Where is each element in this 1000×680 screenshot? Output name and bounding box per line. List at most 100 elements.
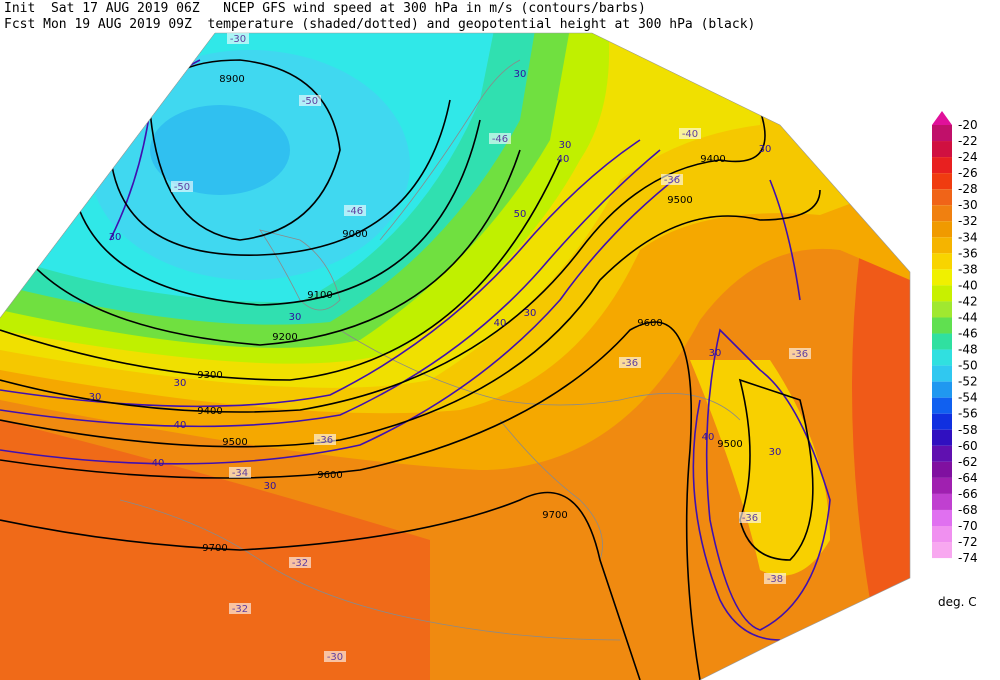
- height-label: 9500: [222, 437, 247, 448]
- height-label: 9100: [307, 290, 332, 301]
- colorbar-label: -22: [958, 134, 978, 148]
- height-label: 8900: [219, 74, 244, 85]
- height-contour: [19, 149, 521, 346]
- wind-label: 40: [702, 432, 715, 443]
- temperature-label-box: [171, 181, 193, 192]
- shading: [150, 105, 290, 195]
- colorbar-box: [932, 237, 952, 254]
- colorbar-box: [932, 269, 952, 286]
- height-label: 9400: [700, 154, 725, 165]
- height-contours: [0, 59, 821, 680]
- wind-contour: [0, 139, 641, 408]
- header-line: Init Sat 17 AUG 2019 06Z NCEP GFS wind s…: [4, 1, 646, 16]
- temperature-label-box: [789, 348, 811, 359]
- wind-label: 40: [174, 420, 187, 431]
- height-contour: [0, 109, 766, 413]
- wind-contour: [705, 328, 831, 631]
- wind-label: 30: [109, 232, 122, 243]
- colorbar-label: -54: [958, 391, 978, 405]
- colorbar-label: -58: [958, 423, 978, 437]
- temperature-label: -38: [767, 574, 783, 585]
- wind-label: 30: [559, 140, 572, 151]
- height-contour: [68, 119, 481, 306]
- height-contour: [0, 159, 561, 381]
- wind-label: 40: [494, 318, 507, 329]
- coastline: [339, 329, 741, 421]
- colorbar-label: -26: [958, 166, 978, 180]
- temperature-label-box: [489, 133, 511, 144]
- wind-contours: [0, 59, 831, 641]
- colorbar-box: [932, 493, 952, 510]
- temperature-label-box: [679, 128, 701, 139]
- colorbar-label: -32: [958, 214, 978, 228]
- wind-label: 30: [89, 392, 102, 403]
- wind-label: 30: [524, 308, 537, 319]
- colorbar: -20 -22 -24 -26 -28 -30 -32 -34 -36 -38 -40 -42 -44 -…: [932, 111, 978, 609]
- height-contour: [738, 378, 814, 561]
- coastline: [259, 229, 341, 311]
- coastline: [119, 499, 621, 641]
- wind-label: 30: [289, 312, 302, 323]
- colorbar-box: [932, 477, 952, 494]
- wind-label: 30: [759, 144, 772, 155]
- colorbar-box: [932, 253, 952, 270]
- temperature-label-box: [229, 603, 251, 614]
- colorbar-box: [932, 141, 952, 158]
- height-label: 9500: [717, 439, 742, 450]
- temperature-label-box: [344, 205, 366, 216]
- height-label: 9500: [667, 195, 692, 206]
- colorbar-label: -24: [958, 150, 978, 164]
- temperature-label-box: [619, 357, 641, 368]
- temperature-label: -30: [230, 34, 246, 45]
- height-contour: [0, 189, 821, 448]
- colorbar-box: [932, 526, 952, 543]
- map-border: [0, 32, 911, 680]
- map-labels: 8900 9000 9100 9200 9300 9400 9500 9600 9700 9700…: [89, 33, 811, 663]
- colorbar-box: [932, 445, 952, 462]
- colorbar-label: -34: [958, 230, 978, 244]
- colorbar-box: [932, 461, 952, 478]
- colorbar-label: -28: [958, 182, 978, 196]
- coastline: [379, 59, 521, 241]
- temperature-label: -32: [232, 604, 248, 615]
- colorbar-box: [932, 205, 952, 222]
- coastlines: [119, 59, 741, 641]
- temperature-label: -36: [742, 513, 758, 524]
- height-label: 9000: [342, 229, 367, 240]
- colorbar-label: -72: [958, 535, 978, 549]
- colorbar-label: -64: [958, 471, 978, 485]
- temperature-label-box: [314, 434, 336, 445]
- temperature-label: -36: [792, 349, 808, 360]
- colorbar-box: [932, 333, 952, 350]
- temperature-label: -50: [302, 96, 318, 107]
- colorbar-label: -42: [958, 294, 978, 308]
- wind-label: 30: [174, 378, 187, 389]
- wind-contour: [0, 174, 681, 465]
- colorbar-box: [932, 157, 952, 174]
- colorbar-label: -62: [958, 455, 978, 469]
- colorbar-label: -44: [958, 310, 978, 324]
- colorbar-label: -50: [958, 359, 978, 373]
- colorbar-cap: [932, 111, 952, 125]
- colorbar-box: [932, 397, 952, 414]
- height-contour: [149, 59, 341, 241]
- colorbar-label: -40: [958, 278, 978, 292]
- temperature-label-box: [289, 557, 311, 568]
- temperature-label: -46: [492, 134, 508, 145]
- colorbar-box: [932, 189, 952, 206]
- colorbar-box: [932, 317, 952, 334]
- height-label: 9700: [202, 543, 227, 554]
- temperature-label-box: [764, 573, 786, 584]
- height-contour: [0, 321, 701, 680]
- colorbar-box: [932, 381, 952, 398]
- height-label: 9200: [272, 332, 297, 343]
- colorbar-box: [932, 125, 952, 142]
- temperature-label: -32: [292, 558, 308, 569]
- wind-label: 40: [557, 154, 570, 165]
- wind-contour: [769, 179, 801, 301]
- shading: [852, 250, 910, 600]
- colorbar-box: [932, 542, 952, 559]
- height-label: 9400: [197, 406, 222, 417]
